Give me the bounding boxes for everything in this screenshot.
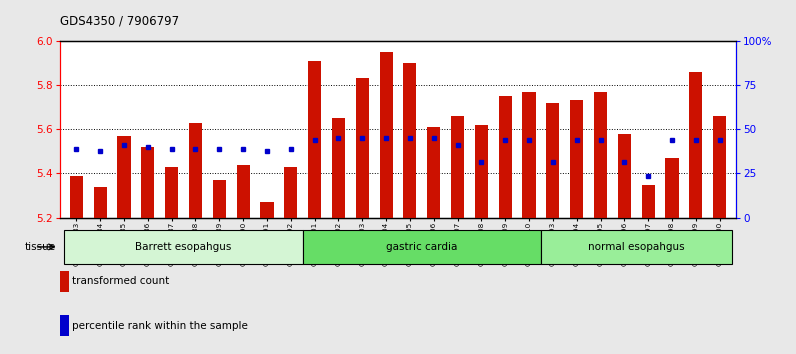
Bar xyxy=(356,78,369,218)
Text: normal esopahgus: normal esopahgus xyxy=(588,242,685,252)
Bar xyxy=(142,147,154,218)
Text: tissue: tissue xyxy=(25,242,56,252)
Text: Barrett esopahgus: Barrett esopahgus xyxy=(135,242,232,252)
Bar xyxy=(332,118,345,218)
Bar xyxy=(642,184,654,218)
Bar xyxy=(94,187,107,218)
Bar xyxy=(570,101,583,218)
Bar xyxy=(498,96,512,218)
Bar xyxy=(713,116,726,218)
Bar xyxy=(302,230,541,264)
Bar xyxy=(70,176,83,218)
Bar xyxy=(380,52,392,218)
Bar xyxy=(404,63,416,218)
Bar xyxy=(213,180,226,218)
Bar xyxy=(546,103,560,218)
Text: transformed count: transformed count xyxy=(72,276,170,286)
Bar xyxy=(594,92,607,218)
Bar xyxy=(236,165,250,218)
Bar xyxy=(165,167,178,218)
Bar xyxy=(64,230,302,264)
Bar xyxy=(118,136,131,218)
Bar xyxy=(260,202,274,218)
Bar xyxy=(189,122,202,218)
Text: GDS4350 / 7906797: GDS4350 / 7906797 xyxy=(60,14,179,27)
Bar xyxy=(451,116,464,218)
Bar xyxy=(427,127,440,218)
Bar xyxy=(284,167,298,218)
Text: percentile rank within the sample: percentile rank within the sample xyxy=(72,321,248,331)
Bar xyxy=(665,158,678,218)
Bar xyxy=(308,61,321,218)
Bar xyxy=(618,134,631,218)
Text: gastric cardia: gastric cardia xyxy=(386,242,458,252)
Bar xyxy=(522,92,536,218)
Bar xyxy=(475,125,488,218)
Bar xyxy=(689,72,702,218)
Bar xyxy=(541,230,732,264)
